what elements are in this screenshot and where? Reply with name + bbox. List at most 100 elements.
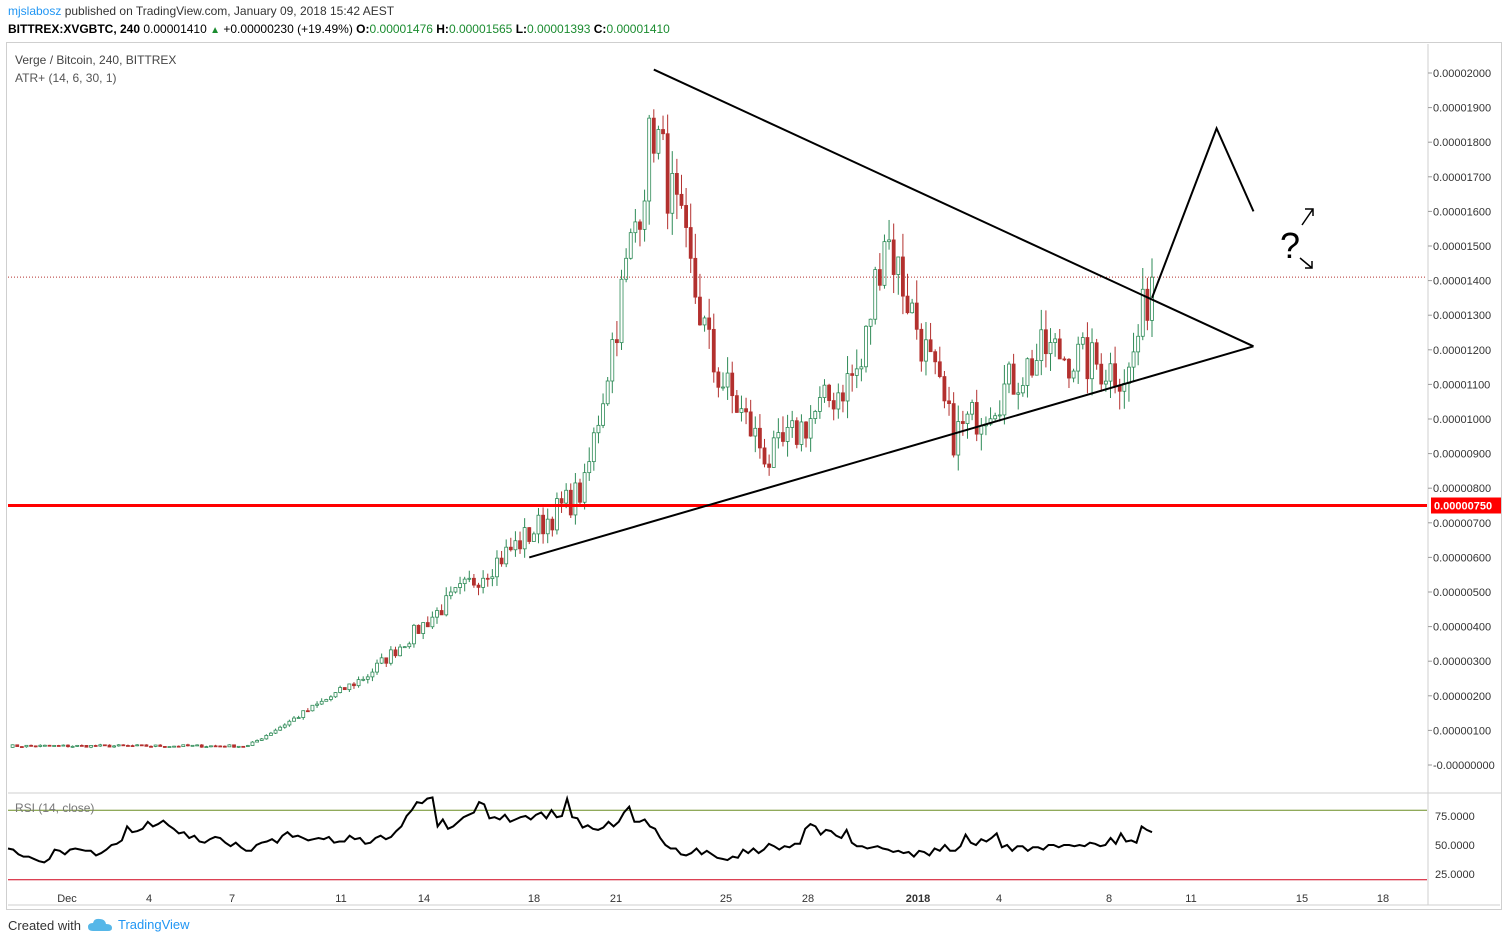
candle-body	[407, 643, 412, 648]
candle-body	[172, 745, 176, 748]
candle-body	[361, 678, 366, 681]
cloud-icon	[88, 918, 112, 931]
candle-body	[33, 745, 38, 748]
candle-body	[887, 239, 891, 243]
y-tick-label: 0.00002000	[1433, 68, 1491, 80]
candle-body	[928, 339, 933, 353]
candle-body	[412, 624, 416, 645]
x-tick-label: 25	[720, 893, 732, 905]
candle-body	[642, 200, 647, 230]
candle-body	[458, 583, 462, 588]
author-link[interactable]: mjslabosz	[8, 4, 62, 18]
candle-body	[610, 339, 615, 382]
candle-body	[1076, 343, 1081, 372]
y-tick-label: 0.00001000	[1433, 414, 1491, 426]
candle-body	[319, 700, 324, 705]
candle-body	[1016, 392, 1021, 395]
y-tick-label: 0.00001700	[1433, 172, 1491, 184]
candle-body	[808, 418, 813, 439]
candle-body	[130, 745, 135, 747]
candle-body	[1140, 288, 1145, 337]
candle-body	[490, 576, 495, 580]
candle-body	[467, 577, 472, 580]
candle-body	[425, 622, 430, 628]
last-price: 0.00001410	[143, 22, 207, 36]
candle-body	[873, 269, 878, 320]
candle-body	[850, 373, 855, 376]
candle-body	[79, 744, 84, 747]
candle-body	[1057, 338, 1062, 360]
candle-body	[370, 671, 375, 678]
candle-body	[951, 403, 956, 456]
candle-body	[329, 696, 333, 700]
candle-body	[61, 744, 66, 747]
candle-body	[518, 540, 522, 550]
candle-body	[573, 482, 578, 516]
candle-body	[1044, 329, 1048, 355]
candle-body	[698, 296, 702, 326]
candle-body	[195, 744, 200, 747]
candle-body	[615, 339, 619, 344]
rsi-tick-label: 75.0000	[1435, 811, 1475, 823]
candle-body	[1108, 363, 1113, 382]
candle-body	[324, 699, 329, 702]
candle-body	[305, 710, 310, 713]
candle-body	[15, 744, 20, 747]
candle-body	[70, 745, 75, 748]
candle-body	[868, 318, 873, 327]
high-value: 0.00001565	[448, 22, 513, 36]
candle-body	[499, 557, 504, 565]
candle-body	[504, 546, 509, 565]
y-tick-label: 0.00000400	[1433, 622, 1491, 634]
support-price-label: 0.00000750	[1434, 501, 1492, 513]
candle-body	[568, 489, 573, 516]
y-tick-label: -0.00000000	[1433, 760, 1495, 772]
candle-body	[102, 744, 107, 747]
y-tick-label: 0.00000600	[1433, 552, 1491, 564]
candle-body	[89, 745, 93, 748]
candle-body	[93, 745, 98, 747]
candle-body	[1136, 335, 1141, 353]
candle-body	[674, 173, 679, 195]
candle-body	[1002, 383, 1007, 416]
candle-body	[845, 373, 850, 402]
candle-body	[273, 729, 278, 734]
candle-body	[296, 717, 301, 719]
candle-body	[1127, 366, 1131, 384]
candle-body	[993, 415, 998, 420]
y-tick-label: 0.00001500	[1433, 241, 1491, 253]
candle-body	[278, 726, 283, 731]
candle-body	[116, 744, 121, 747]
candle-body	[1025, 358, 1030, 386]
candle-body	[541, 514, 545, 535]
candle-body	[827, 384, 831, 401]
candle-body	[914, 302, 919, 330]
candle-body	[379, 657, 384, 664]
footer: Created with TradingView	[0, 910, 1508, 943]
candle-body	[817, 397, 822, 412]
candle-body	[1053, 338, 1058, 343]
y-tick-label: 0.00001600	[1433, 206, 1491, 218]
candle-body	[624, 257, 629, 280]
candle-body	[1145, 288, 1150, 321]
candle-body	[430, 616, 435, 628]
candle-body	[352, 683, 356, 687]
candle-body	[338, 687, 343, 693]
x-tick-label: 18	[528, 893, 540, 905]
upper-trendline	[653, 68, 1254, 348]
open-label: O:	[356, 22, 370, 36]
candle-body	[753, 427, 758, 437]
candle-body	[1090, 342, 1094, 380]
candle-body	[555, 498, 559, 531]
candle-body	[679, 193, 684, 206]
arrow-down-icon	[1299, 257, 1313, 269]
candle-body	[762, 447, 767, 465]
tradingview-link[interactable]: TradingView	[88, 917, 190, 932]
candle-body	[513, 540, 518, 551]
candle-body	[767, 463, 772, 468]
candle-body	[1007, 363, 1011, 385]
arrow-up-icon	[1301, 208, 1314, 226]
candle-body	[1113, 363, 1117, 387]
candle-body	[269, 732, 273, 736]
